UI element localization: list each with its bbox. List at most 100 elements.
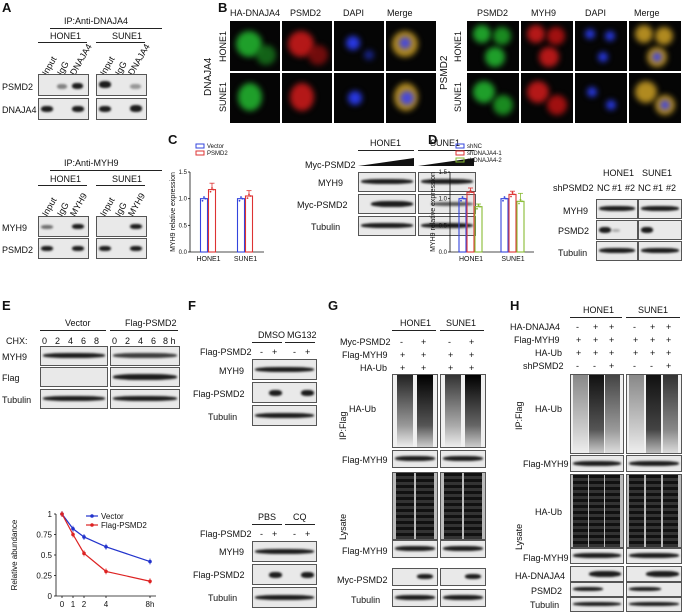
data-point: [241, 197, 244, 200]
f-bottom-row-flag-psmd2: Flag-PSMD2: [193, 570, 245, 580]
h-sign-0-2: +: [609, 322, 615, 332]
g-sign-1-1: +: [421, 350, 427, 360]
micrograph-hone1-psmd2-right: [466, 20, 520, 72]
a1-row-dnaja4: DNAJA4: [2, 105, 37, 115]
legend-label: shDNAJA4-2: [467, 158, 502, 164]
c-row-myc-psmd2: Myc-PSMD2: [297, 200, 348, 210]
f-bottom-sign-1: -: [260, 529, 263, 539]
blot-c-myh9-sune1: [418, 172, 476, 192]
b-left-row-sune1: SUNE1: [218, 81, 228, 112]
h-sign-3-2: +: [609, 361, 615, 371]
x-tick-label: 0: [60, 600, 65, 609]
micrograph-hone1-myh9: [520, 20, 574, 72]
h-sign-1-2: +: [609, 335, 615, 345]
blot-d-myh9-hone1: [596, 199, 638, 219]
data-point: [471, 191, 473, 194]
y-tick-label: 0.75: [36, 531, 52, 540]
h-lys-row-ha-dnaja4: HA-DNAJA4: [515, 571, 566, 581]
e-chx-label: CHX:: [6, 336, 28, 346]
h-cond-ha-ub: HA-Ub: [535, 348, 563, 358]
h-sign-1-5: +: [666, 335, 672, 345]
blot-a2-psmd2-sune1: [96, 238, 147, 259]
blot-g-ip-flagmyh9-hone1: [392, 450, 438, 468]
data-point: [204, 197, 207, 200]
panel-label-h: H: [510, 298, 520, 313]
data-point: [249, 195, 252, 197]
b-left-col-dapi: DAPI: [343, 8, 365, 18]
data-point: [246, 197, 249, 200]
data-point: [511, 191, 514, 194]
h-cond-ha-dnaja4: HA-DNAJA4: [510, 322, 561, 332]
blot-a2-myh9-hone1: [38, 216, 89, 237]
d-row-psmd2: PSMD2: [558, 226, 590, 236]
data-point: [521, 200, 523, 203]
blot-a1-psmd2-hone1: [38, 74, 89, 96]
blot-f-top-flag-psmd2: [252, 382, 317, 403]
a2-lane-input-2: Input: [98, 195, 117, 218]
g-ip-row-ha-ub: HA-Ub: [349, 404, 377, 414]
data-point: [468, 193, 470, 196]
a1-lane-dnaja4-2: DNAJA4: [126, 42, 152, 77]
y-tick-label: 1.0: [439, 197, 448, 203]
y-tick-label: 0: [48, 592, 53, 601]
blot-e-flag-vector: [40, 367, 108, 387]
panel-label-b: B: [218, 0, 228, 15]
a2-row-psmd2: PSMD2: [2, 245, 34, 255]
x-tick-label: HONE1: [196, 256, 220, 263]
x-tick-label: 8h: [146, 600, 155, 609]
blot-a1-dnaja4-sune1: [96, 98, 147, 120]
blot-h-lys-flagmyh9-sune1: [626, 548, 682, 564]
b-right-group-psmd2: PSMD2: [439, 55, 450, 90]
e-row-tubulin: Tubulin: [2, 395, 32, 405]
ip-anti-dnaja4-title: IP:Anti-DNAJA4: [64, 16, 129, 26]
bar: [516, 200, 525, 253]
g-sign-1-0: +: [400, 350, 406, 360]
b-right-col-myh9: MYH9: [531, 8, 557, 18]
blot-d-myh9-sune1: [638, 199, 682, 219]
blot-f-bottom-tubulin: [252, 587, 317, 608]
legend-label: PSMD2: [207, 151, 228, 157]
legend-swatch: [455, 150, 465, 156]
e-chx-time-6: 2: [125, 336, 131, 346]
f-top-flag-label: Flag-PSMD2: [200, 347, 252, 357]
d-lane-2-1: #2: [625, 183, 636, 193]
y-tick-label: 1.5: [179, 170, 188, 176]
legend-swatch: [455, 143, 465, 149]
h-sign-3-4: -: [650, 361, 653, 371]
f-group-dmso: DMSO: [258, 330, 285, 340]
blot-h-lys-tubulin-hone1: [570, 597, 624, 612]
h-cond-shpsmd2: shPSMD2: [523, 361, 564, 371]
micrograph-sune1-dapi-right: [574, 72, 628, 124]
f-bottom-sign-2: +: [272, 529, 278, 539]
h-cell-sune1: SUNE1: [638, 305, 669, 315]
blot-h-lysate-haub-sune1: [626, 474, 682, 548]
micrograph-hone1-dapi-right: [574, 20, 628, 72]
micrograph-hone1-merge-right: [628, 20, 682, 72]
e-chx-time-9: 8 h: [163, 336, 176, 346]
blot-d-tubulin-hone1: [596, 241, 638, 261]
y-tick-label: 0.0: [179, 250, 188, 256]
micrograph-sune1-merge-right: [628, 72, 682, 124]
bar: [500, 198, 509, 253]
x-tick-label: HONE1: [459, 256, 483, 263]
g-lys-row-myc-psmd2: Myc-PSMD2: [337, 575, 388, 585]
micrograph-hone1-psmd2: [281, 20, 333, 72]
c-row-tubulin: Tubulin: [311, 222, 341, 232]
blot-d-psmd2-hone1: [596, 220, 638, 240]
h-ip-flag-label: IP:Flag: [514, 401, 524, 430]
g-sign-2-0: +: [400, 363, 406, 373]
g-sign-1-3: +: [469, 350, 475, 360]
h-sign-0-4: +: [650, 322, 656, 332]
blot-h-lys-hadnaja4-sune1: [626, 566, 682, 582]
blot-g-lys-flagmyh9-sune1: [440, 540, 486, 558]
blot-c-tubulin-sune1: [418, 216, 476, 236]
blot-c-tubulin-hone1: [358, 216, 416, 236]
micrograph-sune1-myh9: [520, 72, 574, 124]
h-cell-hone1: HONE1: [583, 305, 615, 315]
panel-label-a: A: [2, 0, 12, 15]
g-cond-myc-psmd2: Myc-PSMD2: [340, 337, 391, 347]
c-myc-psmd2-label: Myc-PSMD2: [305, 160, 356, 170]
b-right-col-merge: Merge: [634, 8, 660, 18]
